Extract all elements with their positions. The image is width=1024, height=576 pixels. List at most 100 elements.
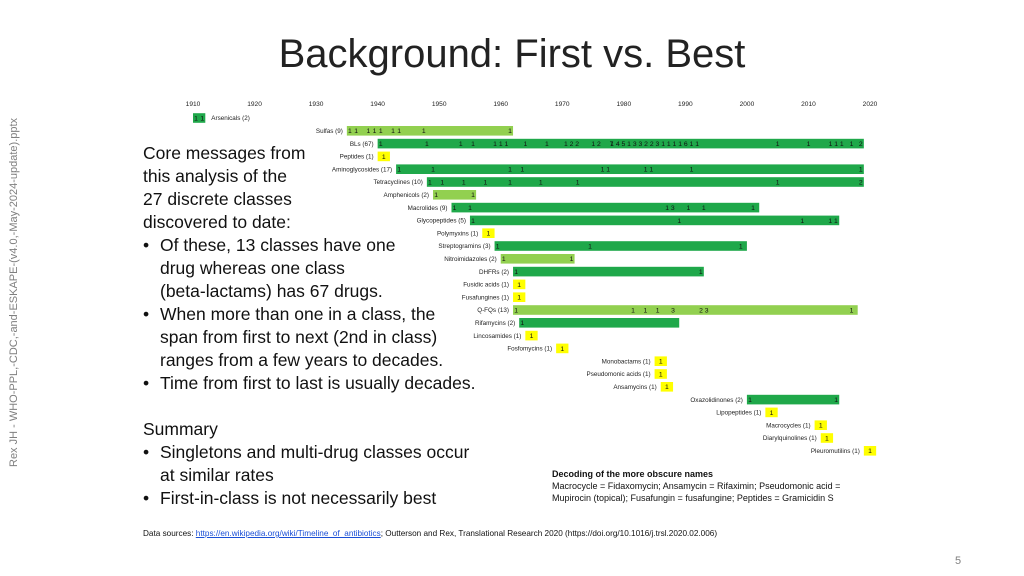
count-label: 1 xyxy=(588,243,592,250)
count-label: 1 xyxy=(819,423,823,430)
class-bar xyxy=(426,177,864,187)
data-sources: Data sources: https://en.wikipedia.org/w… xyxy=(143,529,717,538)
count-label: 7 xyxy=(610,141,614,148)
count-label: 1 xyxy=(690,167,694,174)
count-label: 1 xyxy=(687,205,691,212)
count-label: 1 xyxy=(560,346,564,353)
class-bar xyxy=(820,433,834,443)
class-bar xyxy=(746,394,840,405)
class-bar xyxy=(814,420,827,430)
class-bar xyxy=(469,215,840,226)
count-label: 1 xyxy=(748,397,752,404)
bullet-line: drug whereas one class xyxy=(160,258,345,278)
count-label: 1 xyxy=(483,179,487,186)
x-tick-label: 1920 xyxy=(247,101,262,108)
class-label: Glycopeptides (5) xyxy=(417,218,466,225)
sources-prefix: Data sources: xyxy=(143,529,196,538)
class-label: Aminoglycosides (17) xyxy=(332,166,392,173)
bullet-line: discovered to date: xyxy=(143,212,291,232)
page-number: 5 xyxy=(955,555,962,567)
class-bar xyxy=(519,318,680,328)
count-label: 1 xyxy=(530,333,534,340)
class-label: Lipopeptides (1) xyxy=(716,410,761,417)
count-label: 1 xyxy=(200,115,204,122)
class-label: Streptogramins (3) xyxy=(438,243,490,250)
count-label: 1 xyxy=(656,307,660,314)
count-label: 1 xyxy=(348,128,352,135)
decoding-line-1: Macrocycle = Fidaxomycin; Ansamycin = Ri… xyxy=(552,481,841,491)
count-label: 1 xyxy=(508,167,512,174)
x-tick-label: 2020 xyxy=(863,101,878,108)
count-label: 1 xyxy=(397,167,401,174)
core-messages: Core messages from this analysis of the 27… xyxy=(143,142,523,510)
count-label: 1 xyxy=(677,218,681,225)
slide-title: Background: First vs. Best xyxy=(278,32,746,76)
count-label: 1 xyxy=(431,167,435,174)
class-bar xyxy=(765,407,778,418)
bullet-line: 27 discrete classes xyxy=(143,189,292,209)
class-label: BLs (67) xyxy=(350,141,374,148)
class-label: Rifamycins (2) xyxy=(475,320,515,327)
count-label: 3 xyxy=(671,307,675,314)
count-label: 1 xyxy=(665,384,669,391)
class-label: Sulfas (9) xyxy=(316,128,343,135)
count-label: 1 xyxy=(643,307,647,314)
class-label: Diarylquinolines (1) xyxy=(763,435,817,442)
count-label: 1 xyxy=(508,128,512,135)
count-label: 2 3 xyxy=(699,307,709,314)
count-label: 1 1 1 xyxy=(829,141,844,148)
class-label: Q-FQs (13) xyxy=(477,307,509,314)
x-tick-label: 1910 xyxy=(186,101,201,108)
class-bar xyxy=(660,382,674,392)
count-label: 1 xyxy=(520,320,524,327)
wikipedia-link[interactable]: https://en.wikipedia.org/wiki/Timeline_o… xyxy=(195,529,381,538)
count-label: 1 xyxy=(850,307,854,314)
count-label: 1 xyxy=(800,218,804,225)
class-label: Fosfomycins (1) xyxy=(507,346,552,353)
class-label: Monobactams (1) xyxy=(602,358,651,365)
count-label: 1 xyxy=(751,205,755,212)
count-label: 1 1 xyxy=(601,167,611,174)
count-label: 1 xyxy=(859,167,863,174)
class-bar xyxy=(654,369,667,379)
count-label: 1 4 5 1 3 3 2 2 3 1 1 1 1 6 1 1 xyxy=(610,141,699,148)
count-label: 1 xyxy=(459,141,463,148)
count-label: 1 xyxy=(776,179,780,186)
class-bar xyxy=(513,292,526,302)
class-label: Oxazolidinones (2) xyxy=(690,397,743,404)
count-label: 1 xyxy=(462,179,466,186)
count-label: 1 xyxy=(373,128,377,135)
class-label: Arsenicals (2) xyxy=(211,115,250,122)
count-label: 1 xyxy=(502,256,506,263)
count-label: 1 xyxy=(194,115,198,122)
bullet-line: (beta-lactams) has 67 drugs. xyxy=(160,281,383,301)
count-label: 1 xyxy=(834,397,838,404)
count-label: 1 2 2 xyxy=(564,141,579,148)
class-bar xyxy=(451,202,760,213)
x-tick-label: 1940 xyxy=(370,101,385,108)
count-label: 1 xyxy=(468,205,472,212)
count-label: 1 xyxy=(631,307,635,314)
count-label: 1 xyxy=(699,269,703,276)
count-label: 1 xyxy=(739,243,743,250)
count-label: 1 xyxy=(471,192,475,199)
x-tick-label: 1950 xyxy=(432,101,447,108)
x-tick-label: 1930 xyxy=(309,101,324,108)
count-label: 1 3 xyxy=(665,205,675,212)
class-bar xyxy=(433,190,477,200)
class-bar xyxy=(377,151,390,162)
class-bar xyxy=(494,241,747,251)
count-label: 1 xyxy=(523,141,527,148)
count-label: 1 xyxy=(825,435,829,442)
class-label: Pseudomonic acids (1) xyxy=(587,371,651,378)
count-label: 1 xyxy=(397,128,401,135)
x-tick-label: 1960 xyxy=(493,101,508,108)
bullet-line: Core messages from xyxy=(143,143,306,163)
count-label: 1 xyxy=(659,359,663,366)
count-label: 1 xyxy=(422,128,426,135)
sources-suffix: ; Outterson and Rex, Translational Resea… xyxy=(380,529,718,538)
class-bar xyxy=(513,279,526,290)
class-label: DHFRs (2) xyxy=(479,269,509,276)
count-label: 1 xyxy=(514,307,518,314)
count-label: 1 xyxy=(776,141,780,148)
